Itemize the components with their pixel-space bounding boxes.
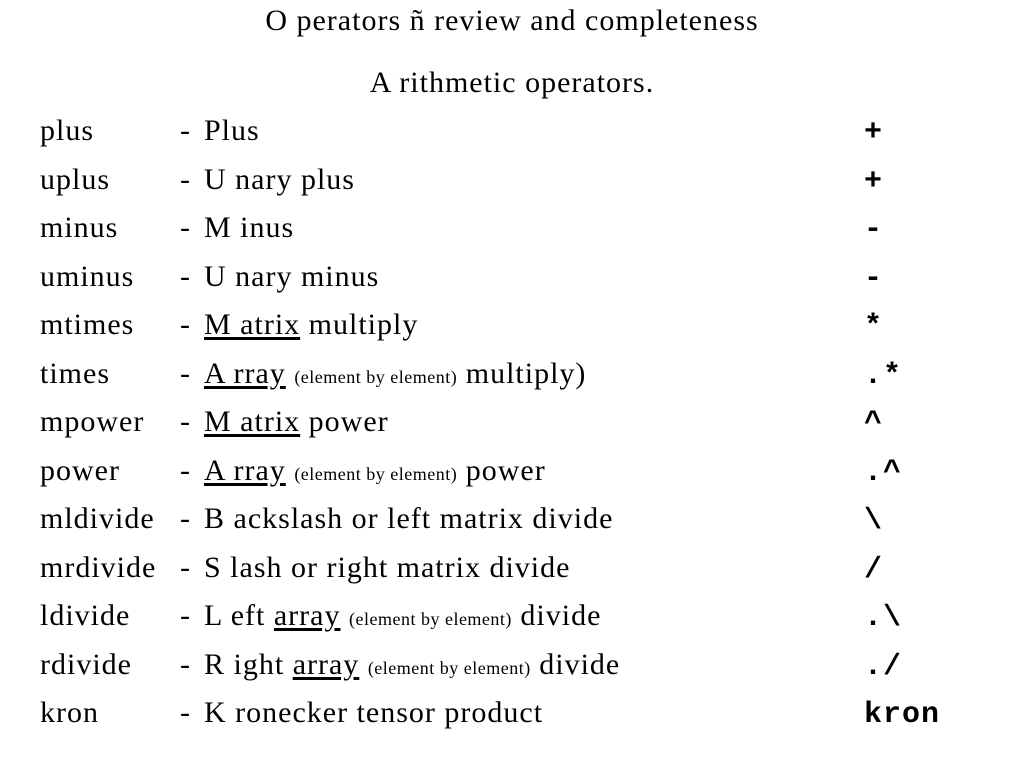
dash: - (180, 399, 204, 446)
table-row: mpower- M atrix power ^ (40, 399, 984, 448)
table-row: uplus- U nary plus+ (40, 157, 984, 206)
dash: - (180, 254, 204, 301)
operator-name: rdivide (40, 642, 180, 689)
page-title: O perators ñ review and completeness (40, 4, 984, 38)
operator-description: A rray (element by element) multiply) (204, 351, 840, 398)
table-row: power- A rray (element by element) power… (40, 448, 984, 497)
operator-name: mldivide (40, 496, 180, 543)
underlined-word: A rray (204, 454, 286, 487)
operator-name: plus (40, 108, 180, 155)
operator-name: mtimes (40, 302, 180, 349)
element-by-element-note: (element by element) (294, 367, 457, 387)
operator-name: mrdivide (40, 545, 180, 592)
operator-description: L eft array (element by element) divide (204, 593, 840, 640)
table-row: minus- M inus- (40, 205, 984, 254)
operator-symbol: kron (840, 692, 984, 739)
table-row: kron- K ronecker tensor productkron (40, 690, 984, 739)
operator-symbol: + (840, 159, 984, 206)
desc-pre: L eft (204, 599, 274, 632)
operator-description: U nary minus (204, 254, 840, 301)
operator-description: U nary plus (204, 157, 840, 204)
element-by-element-note: (element by element) (294, 464, 457, 484)
desc-tail: multiply (300, 308, 418, 341)
operator-name: minus (40, 205, 180, 252)
operator-name: uminus (40, 254, 180, 301)
table-row: ldivide- L eft array (element by element… (40, 593, 984, 642)
operator-name: uplus (40, 157, 180, 204)
desc-tail: divide (512, 599, 602, 632)
dash: - (180, 690, 204, 737)
operator-table: plus- Plus+uplus- U nary plus+minus- M i… (40, 108, 984, 739)
operator-symbol: .\ (840, 595, 984, 642)
table-row: times- A rray (element by element) multi… (40, 351, 984, 400)
operator-name: ldivide (40, 593, 180, 640)
dash: - (180, 642, 204, 689)
operator-name: mpower (40, 399, 180, 446)
operator-description: M inus (204, 205, 840, 252)
table-row: plus- Plus+ (40, 108, 984, 157)
table-row: mtimes- M atrix multiply* (40, 302, 984, 351)
operator-symbol: + (840, 110, 984, 157)
table-row: rdivide- R ight array (element by elemen… (40, 642, 984, 691)
operator-symbol: / (840, 547, 984, 594)
operator-symbol: .^ (840, 450, 984, 497)
dash: - (180, 448, 204, 495)
table-row: mldivide- B ackslash or left matrix divi… (40, 496, 984, 545)
operator-name: times (40, 351, 180, 398)
operator-symbol: - (840, 207, 984, 254)
dash: - (180, 205, 204, 252)
operator-symbol: ^ (840, 401, 984, 448)
underlined-word: M atrix (204, 405, 300, 438)
operator-name: power (40, 448, 180, 495)
operator-symbol: .* (840, 353, 984, 400)
operator-description: A rray (element by element) power (204, 448, 840, 495)
operator-description: Plus (204, 108, 840, 155)
element-by-element-note: (element by element) (368, 658, 531, 678)
dash: - (180, 351, 204, 398)
dash: - (180, 496, 204, 543)
underlined-word: M atrix (204, 308, 300, 341)
desc-tail: power (457, 454, 545, 487)
underlined-word: array (293, 648, 360, 681)
desc-pre: R ight (204, 648, 293, 681)
dash: - (180, 545, 204, 592)
operator-symbol: - (840, 256, 984, 303)
desc-tail: divide (531, 648, 621, 681)
desc-tail: power (300, 405, 388, 438)
table-row: uminus- U nary minus- (40, 254, 984, 303)
operator-symbol: ./ (840, 644, 984, 691)
operator-description: M atrix multiply (204, 302, 840, 349)
dash: - (180, 593, 204, 640)
table-row: mrdivide- S lash or right matrix divide … (40, 545, 984, 594)
element-by-element-note: (element by element) (349, 609, 512, 629)
operator-description: S lash or right matrix divide (204, 545, 840, 592)
dash: - (180, 108, 204, 155)
operator-name: kron (40, 690, 180, 737)
operator-symbol: * (840, 304, 984, 351)
operator-description: R ight array (element by element) divide (204, 642, 840, 689)
underlined-word: A rray (204, 357, 286, 390)
operator-description: M atrix power (204, 399, 840, 446)
operator-symbol: \ (840, 498, 984, 545)
dash: - (180, 157, 204, 204)
dash: - (180, 302, 204, 349)
operator-description: B ackslash or left matrix divide (204, 496, 840, 543)
desc-tail: multiply) (457, 357, 586, 390)
operator-description: K ronecker tensor product (204, 690, 840, 737)
section-subtitle: A rithmetic operators. (40, 66, 984, 100)
underlined-word: array (274, 599, 341, 632)
